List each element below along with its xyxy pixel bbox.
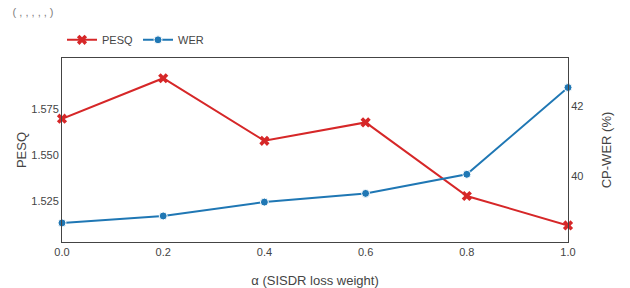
svg-text:( , , , , , ): ( , , , , , ) <box>13 6 54 18</box>
svg-text:0.4: 0.4 <box>257 246 272 258</box>
svg-text:1.550: 1.550 <box>31 149 59 161</box>
svg-text:0.2: 0.2 <box>156 246 171 258</box>
svg-text:α (SISDR loss weight): α (SISDR loss weight) <box>251 273 378 288</box>
svg-text:CP-WER (%): CP-WER (%) <box>599 112 614 189</box>
svg-text:40: 40 <box>571 170 583 182</box>
svg-text:PESQ: PESQ <box>14 132 29 168</box>
svg-text:1.525: 1.525 <box>31 195 59 207</box>
svg-text:PESQ: PESQ <box>102 34 133 46</box>
svg-text:1.575: 1.575 <box>31 103 59 115</box>
svg-text:0.0: 0.0 <box>54 246 69 258</box>
svg-text:0.8: 0.8 <box>459 246 474 258</box>
svg-text:42: 42 <box>571 100 583 112</box>
svg-text:WER: WER <box>178 34 204 46</box>
svg-text:1.0: 1.0 <box>560 246 575 258</box>
svg-text:0.6: 0.6 <box>358 246 373 258</box>
